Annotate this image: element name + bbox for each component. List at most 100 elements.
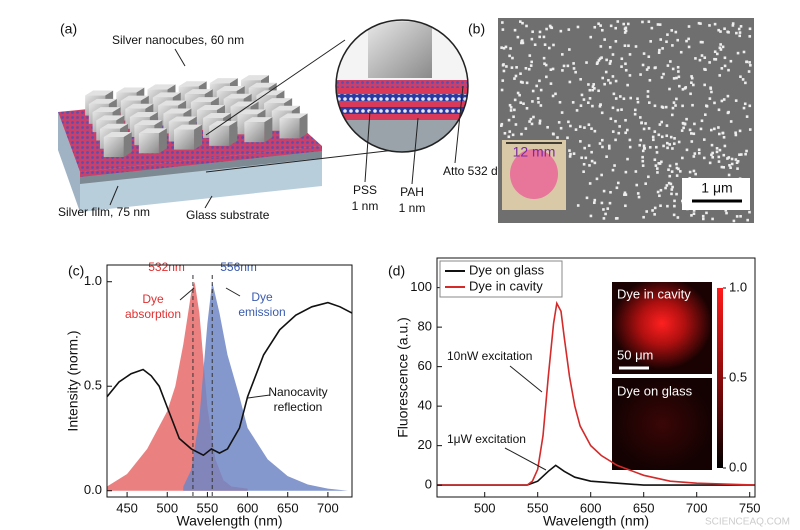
- sem-particle: [522, 102, 525, 106]
- sem-particle: [666, 64, 670, 67]
- cube-top: [230, 101, 259, 107]
- annotation-arrow: [247, 394, 271, 399]
- sem-particle: [530, 122, 534, 126]
- sem-particle: [717, 108, 721, 112]
- cube-top: [264, 98, 293, 104]
- cube-top: [209, 78, 238, 84]
- sem-particle: [727, 110, 730, 114]
- sem-particle: [734, 99, 738, 102]
- x-tick-label: 450: [116, 500, 138, 515]
- sem-particle: [647, 55, 651, 59]
- annotation: 10nW excitation: [447, 349, 532, 363]
- sem-particle: [676, 38, 680, 42]
- sem-particle: [693, 152, 697, 155]
- cube-top: [88, 98, 117, 104]
- sem-particle: [618, 125, 621, 128]
- cube-top: [279, 113, 308, 119]
- sem-particle: [507, 118, 511, 122]
- slab-left: [58, 112, 80, 212]
- sem-particle: [720, 99, 724, 103]
- zoom-layer: [336, 101, 468, 107]
- sem-particle: [591, 85, 595, 88]
- line: [437, 300, 756, 486]
- sem-particle: [734, 158, 738, 161]
- sem-particle: [673, 204, 676, 208]
- sem-particle: [649, 40, 652, 43]
- sem-particle: [532, 115, 535, 119]
- sem-particle: [588, 88, 592, 92]
- sem-particle: [568, 80, 572, 84]
- sem-particle: [639, 73, 642, 76]
- sem-particle: [685, 148, 689, 152]
- sem-particle: [660, 160, 663, 164]
- sem-particle: [657, 133, 661, 137]
- sem-particle: [669, 182, 673, 186]
- sem-particle: [576, 25, 580, 29]
- cube-side: [299, 113, 308, 139]
- annotation-arrow: [179, 287, 195, 301]
- colorbar-label: 0.0: [729, 459, 747, 474]
- annotation-arrow: [509, 365, 543, 393]
- cube-top: [244, 117, 273, 123]
- sem-particle: [623, 31, 627, 34]
- sem-particle: [667, 181, 671, 185]
- sem-particle: [640, 121, 643, 124]
- sem-particle: [601, 76, 605, 80]
- sem-particle: [567, 120, 570, 124]
- sem-particle: [542, 35, 546, 39]
- sem-particle: [600, 56, 603, 59]
- sem-particle: [665, 134, 669, 138]
- sem-particle: [717, 126, 720, 129]
- sem-particle: [550, 26, 554, 30]
- sem-particle: [661, 47, 664, 50]
- sem-particle: [549, 82, 553, 85]
- sem-particle: [666, 204, 669, 208]
- sem-particle: [633, 112, 637, 116]
- sem-particle: [743, 102, 747, 106]
- panel-b: (b) 12 mm 1 μm: [468, 18, 754, 223]
- zoom-line: [205, 149, 396, 173]
- sem-particle: [700, 119, 704, 123]
- label-pah: 1 nm: [399, 201, 426, 215]
- sem-particle: [620, 108, 623, 111]
- sem-particle: [530, 60, 533, 64]
- zoom-view: [336, 20, 468, 152]
- sem-particle: [729, 120, 733, 123]
- sem-particle: [678, 84, 681, 88]
- sem-particle: [709, 128, 713, 132]
- sem-particle: [689, 92, 692, 96]
- sem-particle: [509, 109, 513, 112]
- sem-particle: [593, 87, 596, 90]
- sem-particle: [591, 104, 594, 108]
- sem-particle: [605, 155, 608, 158]
- scale-label: 1 μm: [701, 180, 732, 196]
- sem-particle: [605, 58, 608, 62]
- sem-particle: [657, 51, 661, 54]
- sem-particle: [626, 157, 629, 161]
- sem-particle: [587, 101, 590, 105]
- sem-particle: [569, 124, 572, 128]
- sem-particle: [530, 37, 534, 41]
- sem-particle: [669, 60, 672, 63]
- sem-particle: [685, 39, 688, 43]
- zoom-layer: [336, 88, 468, 94]
- sem-particle: [641, 63, 645, 67]
- sem-particle: [513, 108, 516, 112]
- y-tick-label: 0: [425, 477, 432, 492]
- sem-particle: [501, 28, 505, 31]
- leader: [109, 185, 119, 206]
- sem-particle: [639, 116, 642, 119]
- sem-particle: [538, 35, 541, 39]
- sem-particle: [676, 65, 680, 69]
- sem-particle: [597, 22, 600, 26]
- sem-particle: [624, 118, 627, 122]
- sem-particle: [648, 101, 651, 104]
- leader: [411, 117, 419, 185]
- sem-particle: [645, 68, 649, 71]
- sem-particle: [647, 127, 651, 130]
- sem-particle: [648, 145, 652, 149]
- sem-particle: [516, 35, 520, 39]
- sem-particle: [741, 78, 745, 81]
- sem-particle: [748, 35, 752, 38]
- sem-particle: [748, 104, 752, 108]
